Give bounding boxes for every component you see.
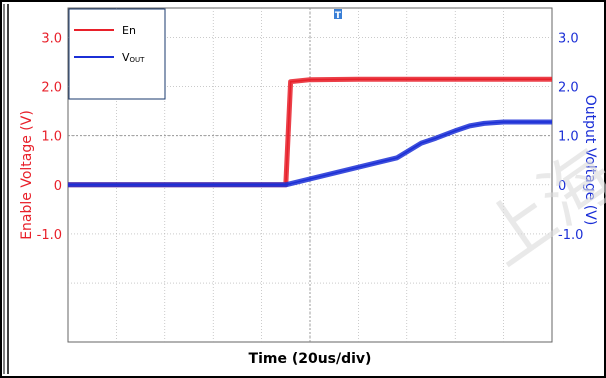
legend-vout-sub: OUT (130, 56, 146, 64)
right-y-ticks: 3.0 2.0 1.0 0 -1.0 (558, 31, 583, 242)
right-y-tick-label: 3.0 (558, 31, 579, 46)
x-axis-label: Time (20us/div) (249, 351, 372, 367)
grid-lines (68, 8, 552, 342)
trigger-marker: T (334, 9, 342, 21)
right-y-tick-label: 2.0 (558, 81, 579, 96)
right-y-tick-label: 0 (558, 179, 566, 194)
series-core-vout (68, 121, 552, 186)
left-y-tick-label: -1.0 (37, 228, 62, 243)
right-y-tick-label: -1.0 (558, 228, 583, 243)
legend-en-label: En (122, 24, 136, 37)
right-y-axis-label: Output Voltage (V) (582, 95, 598, 226)
left-y-axis-label: Enable Voltage (V) (19, 110, 35, 240)
left-y-tick-label: 2.0 (41, 81, 62, 96)
right-y-tick-label: 1.0 (558, 130, 579, 145)
left-y-tick-label: 1.0 (41, 130, 62, 145)
legend-vout-main: V (122, 51, 130, 64)
trigger-marker-label: T (335, 11, 342, 21)
left-y-tick-label: 0 (54, 179, 62, 194)
left-y-ticks: 3.0 2.0 1.0 0 -1.0 (37, 31, 62, 242)
left-y-tick-label: 3.0 (41, 31, 62, 46)
series-layer (68, 76, 552, 188)
legend-box (68, 8, 166, 100)
legend-vout-label: VOUT (122, 51, 145, 64)
legend: En VOUT (68, 8, 166, 100)
